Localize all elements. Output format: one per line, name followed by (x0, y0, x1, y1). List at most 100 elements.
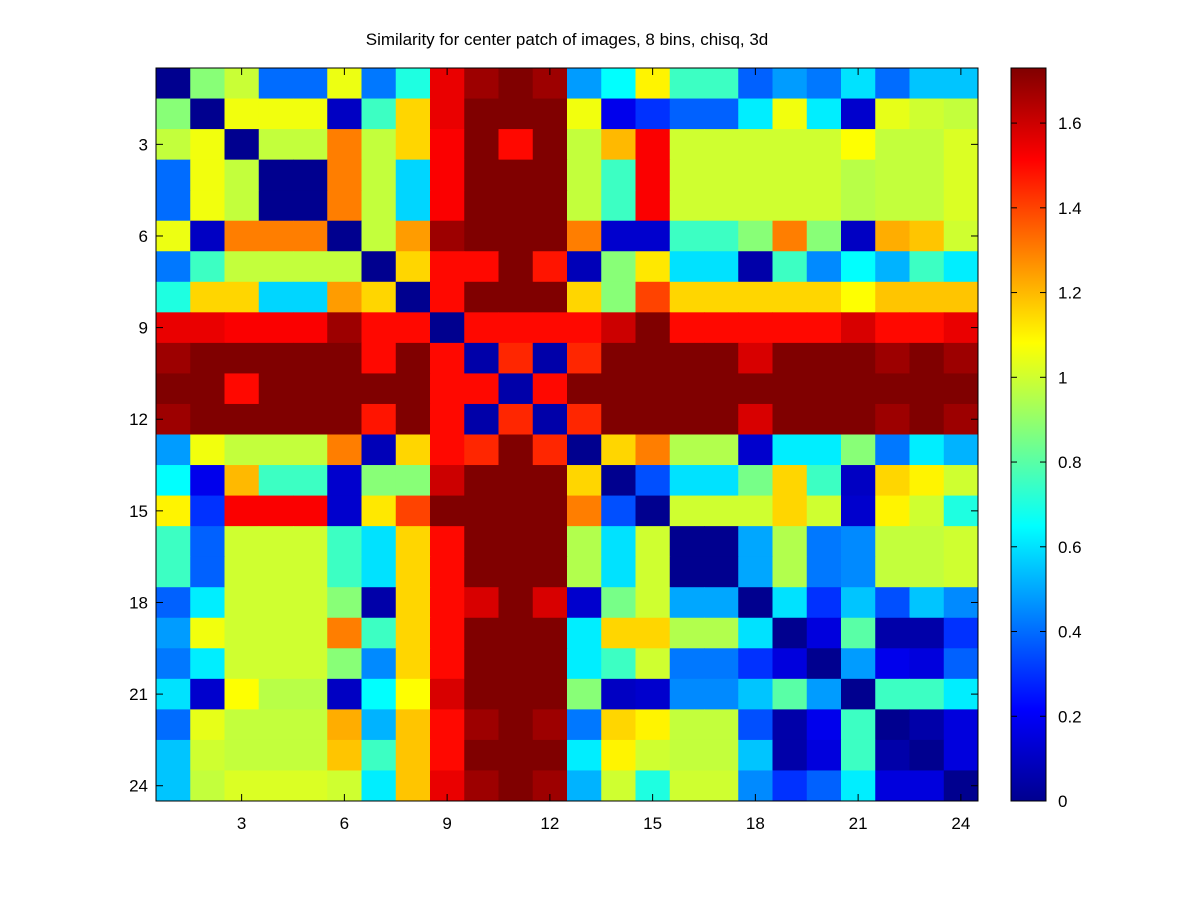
heatmap-cell-r20-c3 (224, 648, 260, 680)
heatmap-cell-r14-c23 (909, 465, 945, 497)
colorbar-tick-label: 0.8 (1058, 453, 1082, 472)
heatmap-cell-r21-c12 (532, 678, 568, 710)
heatmap-cell-r3-c7 (361, 129, 397, 161)
heatmap-cell-r18-c9 (430, 587, 465, 619)
heatmap-cell-r11-c1 (156, 373, 191, 405)
heatmap-cell-r21-c13 (567, 678, 602, 710)
heatmap-cell-r21-c7 (361, 678, 397, 710)
heatmap-cell-r3-c15 (635, 129, 671, 161)
heatmap-cell-r20-c6 (327, 648, 362, 680)
heatmap-cell-r12-c21 (841, 403, 876, 435)
heatmap-cell-r12-c17 (704, 403, 739, 435)
heatmap-cell-r10-c15 (635, 342, 671, 374)
heatmap-cell-r16-c3 (224, 526, 260, 558)
heatmap-cell-r13-c11 (498, 434, 534, 466)
heatmap-cell-r12-c5 (293, 403, 328, 435)
heatmap-cell-r23-c17 (704, 739, 739, 771)
heatmap-cell-r16-c9 (430, 526, 465, 558)
heatmap-cell-r24-c16 (669, 770, 705, 802)
y-tick-label: 18 (129, 593, 148, 612)
heatmap-cell-r21-c4 (258, 678, 294, 710)
heatmap-cell-r17-c10 (464, 556, 499, 588)
heatmap-cell-r17-c1 (156, 556, 191, 588)
heatmap-cell-r5-c17 (704, 190, 739, 222)
heatmap-cell-r19-c12 (532, 617, 568, 649)
heatmap-cell-r2-c10 (464, 98, 499, 130)
heatmap-cell-r7-c8 (395, 251, 431, 283)
heatmap-cell-r14-c12 (532, 465, 568, 497)
heatmap-cell-r24-c14 (601, 770, 636, 802)
heatmap-cell-r14-c21 (841, 465, 876, 497)
heatmap-cell-r8-c6 (327, 281, 362, 313)
heatmap-cell-r24-c11 (498, 770, 534, 802)
heatmap-cell-r9-c4 (258, 312, 294, 344)
heatmap-cell-r9-c7 (361, 312, 397, 344)
heatmap-cell-r23-c13 (567, 739, 602, 771)
heatmap-cell-r22-c12 (532, 709, 568, 741)
heatmap-cell-r2-c1 (156, 98, 191, 130)
heatmap-cell-r3-c19 (772, 129, 808, 161)
heatmap-cell-r10-c6 (327, 342, 362, 374)
heatmap-cell-r4-c16 (669, 159, 705, 191)
heatmap-cell-r20-c1 (156, 648, 191, 680)
heatmap-cell-r19-c7 (361, 617, 397, 649)
heatmap-cell-r9-c8 (395, 312, 431, 344)
heatmap-cell-r3-c16 (669, 129, 705, 161)
y-tick-label: 3 (139, 135, 148, 154)
colorbar-tick-label: 1.6 (1058, 114, 1082, 133)
heatmap-cell-r23-c21 (841, 739, 876, 771)
heatmap-cell-r19-c8 (395, 617, 431, 649)
heatmap-cell-r10-c2 (190, 342, 225, 374)
heatmap-cell-r7-c22 (875, 251, 910, 283)
colorbar-tick-label: 0.2 (1058, 707, 1082, 726)
colorbar-tick-label: 0 (1058, 792, 1067, 811)
heatmap-cell-r5-c5 (293, 190, 328, 222)
heatmap-cell-r1-c4 (258, 68, 294, 100)
heatmap-cell-r18-c8 (395, 587, 431, 619)
heatmap-cell-r15-c18 (738, 495, 773, 527)
heatmap-cell-r20-c13 (567, 648, 602, 680)
heatmap-cell-r2-c18 (738, 98, 773, 130)
heatmap-cell-r23-c2 (190, 739, 225, 771)
heatmap-cell-r9-c19 (772, 312, 808, 344)
heatmap-cell-r10-c19 (772, 342, 808, 374)
heatmap-cell-r24-c22 (875, 770, 910, 802)
heatmap-cell-r22-c1 (156, 709, 191, 741)
heatmap-cell-r16-c21 (841, 526, 876, 558)
heatmap-cell-r4-c20 (806, 159, 842, 191)
heatmap-cell-r15-c10 (464, 495, 499, 527)
heatmap-cell-r23-c15 (635, 739, 671, 771)
heatmap-cell-r11-c9 (430, 373, 465, 405)
heatmap-cell-r4-c1 (156, 159, 191, 191)
heatmap-cell-r16-c20 (806, 526, 842, 558)
heatmap-cell-r13-c5 (293, 434, 328, 466)
heatmap-cell-r7-c17 (704, 251, 739, 283)
heatmap-cell-r5-c13 (567, 190, 602, 222)
heatmap-cell-r3-c17 (704, 129, 739, 161)
heatmap-cell-r15-c20 (806, 495, 842, 527)
heatmap-cell-r5-c24 (943, 190, 979, 222)
heatmap-cell-r12-c2 (190, 403, 225, 435)
heatmap-cell-r14-c16 (669, 465, 705, 497)
heatmap-cell-r15-c17 (704, 495, 739, 527)
heatmap-cell-r21-c22 (875, 678, 910, 710)
heatmap-cell-r20-c15 (635, 648, 671, 680)
heatmap-cell-r3-c2 (190, 129, 225, 161)
heatmap-cell-r18-c4 (258, 587, 294, 619)
heatmap-cell-r15-c12 (532, 495, 568, 527)
heatmap-cell-r20-c9 (430, 648, 465, 680)
heatmap-cell-r8-c12 (532, 281, 568, 313)
heatmap-cell-r15-c21 (841, 495, 876, 527)
heatmap-cell-r17-c16 (669, 556, 705, 588)
heatmap-cell-r1-c19 (772, 68, 808, 100)
heatmap-cell-r20-c18 (738, 648, 773, 680)
heatmap-cell-r8-c22 (875, 281, 910, 313)
heatmap-cell-r1-c5 (293, 68, 328, 100)
heatmap-cell-r12-c14 (601, 403, 636, 435)
heatmap-cell-r14-c3 (224, 465, 260, 497)
heatmap-cell-r17-c6 (327, 556, 362, 588)
heatmap-cell-r9-c14 (601, 312, 636, 344)
heatmap-cell-r4-c10 (464, 159, 499, 191)
heatmap-cell-r17-c21 (841, 556, 876, 588)
heatmap-cell-r16-c24 (943, 526, 979, 558)
